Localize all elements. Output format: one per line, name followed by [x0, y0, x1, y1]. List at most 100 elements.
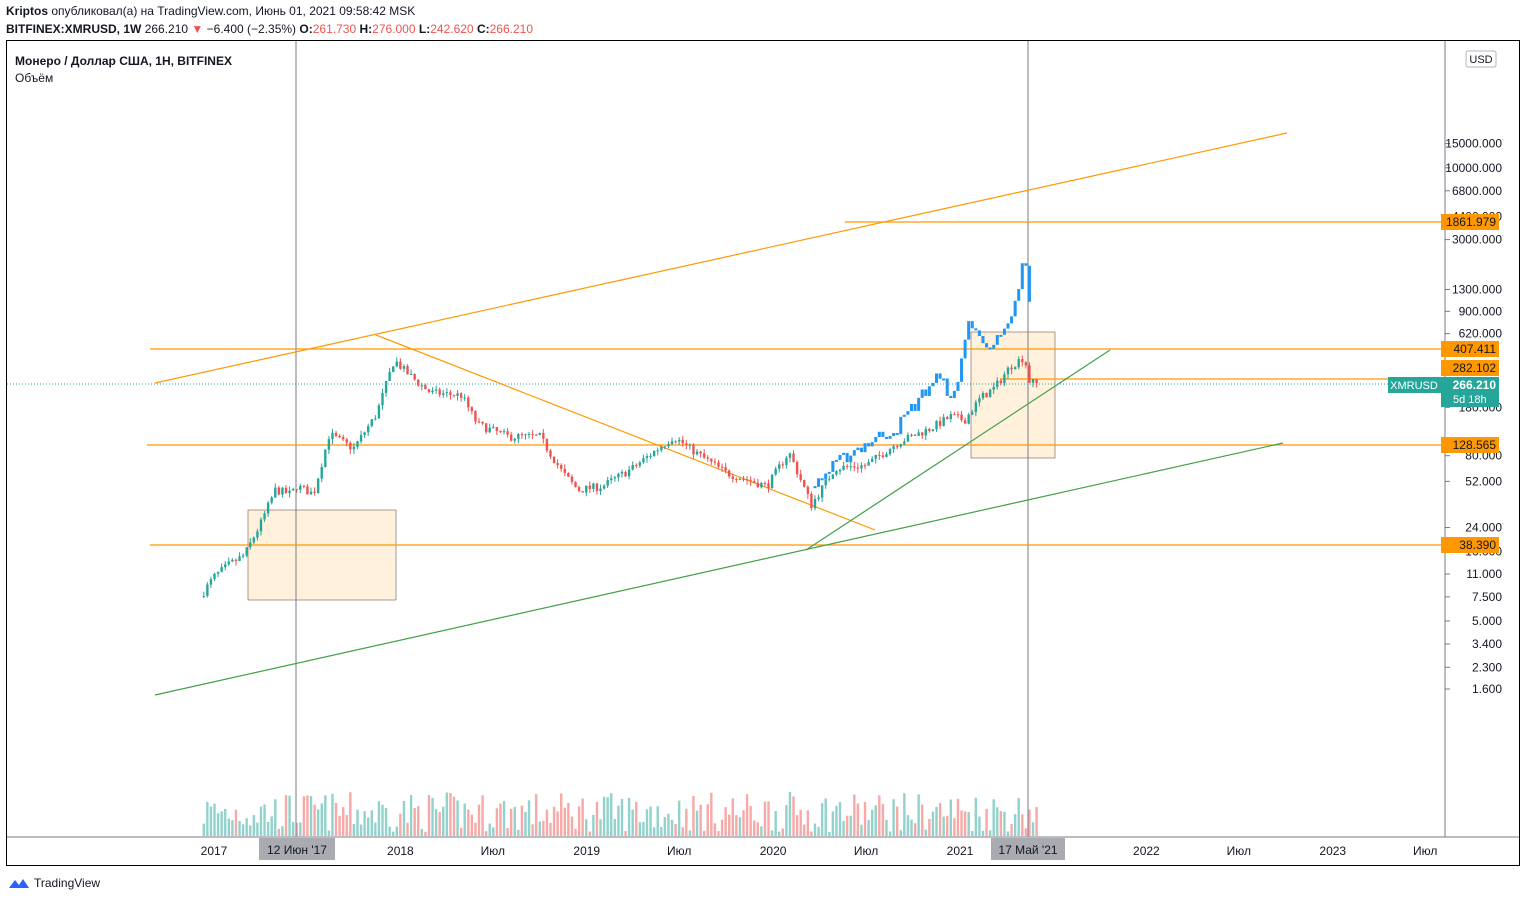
volume-bar: [238, 821, 241, 836]
volume-bar: [963, 811, 967, 836]
close-value: 266.210: [489, 22, 534, 36]
volume-bar: [481, 795, 484, 836]
candle-body: [981, 392, 985, 399]
blue-series-bar: [952, 390, 956, 399]
candle-body: [538, 433, 541, 435]
volume-bar: [427, 795, 431, 836]
candle-body: [745, 479, 749, 481]
price-tick-label: 7.500: [1472, 590, 1502, 604]
blue-series-bar: [867, 443, 871, 447]
candle-body: [610, 478, 613, 481]
steep-support-line[interactable]: [805, 349, 1111, 551]
volume-bar: [381, 804, 384, 836]
accumulation-zone-2017[interactable]: [247, 509, 397, 601]
volume-bar: [227, 818, 231, 836]
blue-series-bar: [842, 452, 846, 455]
volume-bar: [735, 815, 738, 836]
volume-bar: [231, 820, 234, 836]
candle-body: [1010, 367, 1013, 370]
candle-body: [938, 420, 942, 426]
blue-series-bar: [927, 386, 931, 396]
candle-body: [345, 439, 348, 443]
author-name[interactable]: Kriptos: [6, 4, 48, 18]
low-label: L:: [418, 22, 431, 36]
footer-brand[interactable]: TradingView: [8, 876, 100, 890]
volume-bar: [742, 810, 745, 836]
volume-bar: [917, 794, 920, 836]
candle-body: [352, 446, 356, 450]
currency-badge[interactable]: [1465, 50, 1497, 68]
volume-bar: [506, 827, 509, 836]
volume-bar: [249, 825, 252, 836]
level-tag-1861: 1861.979: [1441, 214, 1499, 230]
volume-bar: [677, 800, 681, 836]
volume-bar: [670, 819, 674, 836]
candle-body: [878, 454, 881, 456]
candle-body: [331, 432, 334, 440]
volume-bar: [252, 815, 256, 836]
chart-legend-title[interactable]: Монеро / Доллар США, 1Н, BITFINEX: [15, 54, 232, 68]
volume-bar: [770, 830, 774, 836]
blue-series-bar: [895, 432, 899, 435]
blue-series-bar: [924, 389, 928, 396]
candle-body: [381, 392, 384, 406]
downtrend-line[interactable]: [375, 334, 876, 531]
volume-bar: [699, 804, 702, 836]
volume-bar: [274, 799, 277, 836]
price-tick-label: 24.000: [1465, 520, 1502, 534]
volume-bar: [885, 819, 888, 836]
candle-body: [778, 464, 781, 469]
candle-body: [452, 394, 456, 396]
blue-series-bar: [985, 343, 989, 348]
candle-body: [359, 435, 363, 442]
candle-body: [249, 542, 252, 548]
candle-body: [384, 380, 388, 393]
volume-bar: [635, 801, 638, 836]
volume-bar: [377, 801, 381, 836]
blue-series-bar: [856, 447, 860, 451]
time-marker-label: 12 Июн '17: [267, 843, 327, 857]
volume-bar: [324, 795, 327, 836]
candle-body: [406, 366, 409, 375]
candle-body: [663, 446, 667, 448]
last-price-value: 266.210: [1453, 378, 1497, 392]
time-tick-label: Июл: [481, 844, 505, 858]
volume-bar: [367, 817, 370, 836]
candle-body: [574, 481, 577, 488]
candle-body: [838, 469, 842, 472]
volume-bar: [949, 799, 953, 836]
volume-bar: [981, 830, 985, 836]
candle-body: [742, 478, 745, 480]
volume-bar: [924, 829, 927, 836]
volume-bar: [803, 824, 806, 836]
volume-bar: [370, 810, 373, 836]
volume-bar: [320, 803, 323, 836]
candle-body: [917, 432, 920, 436]
candle-body: [520, 434, 524, 436]
long-support-line[interactable]: [154, 442, 1284, 696]
volume-bar: [524, 811, 527, 836]
volume-bar: [813, 823, 817, 836]
candle-body: [227, 561, 231, 565]
candle-body: [206, 584, 209, 596]
volume-bar: [978, 816, 981, 836]
blue-series-bar: [892, 432, 896, 436]
chart-frame[interactable]: [6, 40, 1520, 866]
upper-channel-line[interactable]: [154, 132, 1288, 384]
blue-series-bar: [1013, 300, 1017, 317]
candle-body: [785, 457, 788, 465]
volume-bar: [284, 795, 288, 836]
volume-bar: [306, 795, 309, 836]
volume-legend-label[interactable]: Объём: [15, 71, 53, 85]
blue-series-bar: [817, 478, 821, 487]
candle-body: [445, 392, 449, 394]
volume-bar: [424, 831, 427, 836]
candle-body: [234, 559, 238, 561]
candle-body: [895, 446, 899, 448]
volume-bar: [577, 806, 581, 836]
candle-body: [434, 389, 438, 391]
candle-body: [484, 423, 488, 433]
candle-body: [356, 441, 359, 447]
candle-body: [963, 420, 967, 424]
